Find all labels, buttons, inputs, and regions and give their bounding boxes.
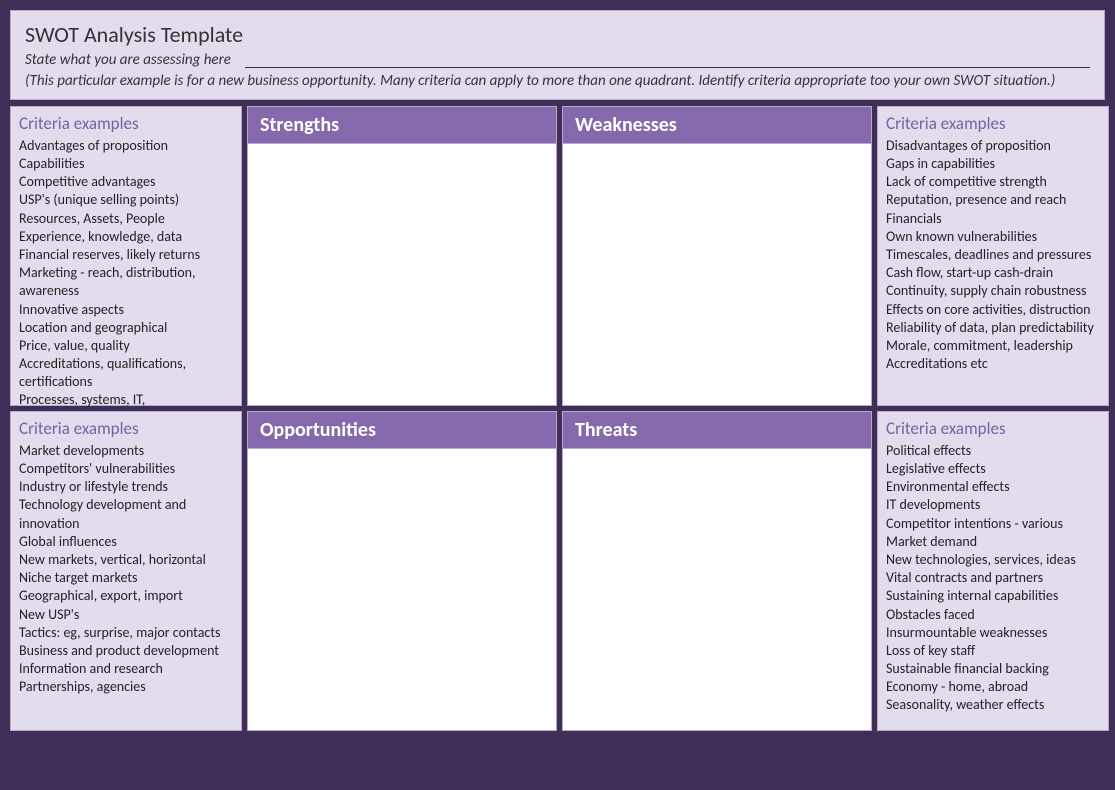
criteria-item: Insurmountable weaknesses [886,624,1100,642]
page-subtitle: State what you are assessing here [25,51,231,69]
criteria-item: Business and product development [19,642,233,660]
criteria-item: Resources, Assets, People [19,210,233,228]
criteria-title: Criteria examples [886,113,1100,135]
criteria-item: Effects on core activities, distruction [886,301,1100,319]
criteria-item: Niche target markets [19,569,233,587]
criteria-item: Global influences [19,533,233,551]
quadrant-body [563,449,871,730]
page-note: (This particular example is for a new bu… [25,72,1090,91]
criteria-list: Disadvantages of propositionGaps in capa… [886,137,1100,373]
quadrant-weaknesses: Weaknesses [562,106,872,406]
criteria-item: Reputation, presence and reach [886,191,1100,209]
criteria-item: Timescales, deadlines and pressures [886,246,1100,264]
criteria-item: Tactics: eg, surprise, major contacts [19,624,233,642]
quadrant-header: Opportunities [248,412,556,449]
criteria-item: Economy - home, abroad [886,678,1100,696]
criteria-threats: Criteria examples Political effectsLegis… [877,411,1109,731]
criteria-item: Innovative aspects [19,301,233,319]
criteria-opportunities: Criteria examples Market developmentsCom… [10,411,242,731]
quadrant-strengths: Strengths [247,106,557,406]
criteria-item: Market developments [19,442,233,460]
criteria-item: IT developments [886,496,1100,514]
criteria-item: Competitor intentions - various [886,515,1100,533]
criteria-title: Criteria examples [886,418,1100,440]
swot-grid: Criteria examples Advantages of proposit… [10,106,1105,731]
quadrant-body [563,144,871,405]
criteria-title: Criteria examples [19,418,233,440]
quadrant-threats: Threats [562,411,872,731]
criteria-item: Capabilities [19,155,233,173]
criteria-item: New USP's [19,606,233,624]
criteria-item: Marketing - reach, distribution, awarene… [19,264,233,300]
criteria-title: Criteria examples [19,113,233,135]
criteria-list: Advantages of propositionCapabilitiesCom… [19,137,233,428]
criteria-item: Sustaining internal capabilities [886,587,1100,605]
criteria-item: Political effects [886,442,1100,460]
criteria-item: Vital contracts and partners [886,569,1100,587]
criteria-strengths: Criteria examples Advantages of proposit… [10,106,242,406]
criteria-item: Environmental effects [886,478,1100,496]
quadrant-header: Weaknesses [563,107,871,144]
criteria-item: Technology development and innovation [19,496,233,532]
criteria-item: Accreditations, qualifications, certific… [19,355,233,391]
page-title: SWOT Analysis Template [25,21,1090,48]
quadrant-opportunities: Opportunities [247,411,557,731]
criteria-item: Disadvantages of proposition [886,137,1100,155]
underline-rule [245,67,1090,68]
criteria-item: Competitive advantages [19,173,233,191]
criteria-item: Morale, commitment, leadership [886,337,1100,355]
criteria-item: Loss of key staff [886,642,1100,660]
criteria-item: New markets, vertical, horizontal [19,551,233,569]
criteria-item: Competitors' vulnerabilities [19,460,233,478]
criteria-item: Lack of competitive strength [886,173,1100,191]
criteria-item: Market demand [886,533,1100,551]
criteria-item: USP's (unique selling points) [19,191,233,209]
criteria-item: Legislative effects [886,460,1100,478]
criteria-item: Accreditations etc [886,355,1100,373]
criteria-item: Partnerships, agencies [19,678,233,696]
criteria-item: Advantages of proposition [19,137,233,155]
criteria-item: Geographical, export, import [19,587,233,605]
criteria-item: Sustainable financial backing [886,660,1100,678]
criteria-item: Location and geographical [19,319,233,337]
criteria-item: Cash flow, start-up cash-drain [886,264,1100,282]
criteria-weaknesses: Criteria examples Disadvantages of propo… [877,106,1109,406]
criteria-item: Own known vulnerabilities [886,228,1100,246]
criteria-item: Reliability of data, plan predictability [886,319,1100,337]
criteria-item: Seasonality, weather effects [886,696,1100,714]
criteria-item: Experience, knowledge, data [19,228,233,246]
criteria-item: Gaps in capabilities [886,155,1100,173]
quadrant-body [248,144,556,405]
criteria-item: Continuity, supply chain robustness [886,282,1100,300]
criteria-list: Market developmentsCompetitors' vulnerab… [19,442,233,697]
criteria-item: Obstacles faced [886,606,1100,624]
criteria-item: Industry or lifestyle trends [19,478,233,496]
criteria-item: Price, value, quality [19,337,233,355]
quadrant-header: Threats [563,412,871,449]
criteria-item: New technologies, services, ideas [886,551,1100,569]
criteria-item: Financial reserves, likely returns [19,246,233,264]
quadrant-body [248,449,556,730]
criteria-list: Political effectsLegislative effectsEnvi… [886,442,1100,715]
header-panel: SWOT Analysis Template State what you ar… [10,10,1105,100]
quadrant-header: Strengths [248,107,556,144]
criteria-item: Information and research [19,660,233,678]
criteria-item: Financials [886,210,1100,228]
